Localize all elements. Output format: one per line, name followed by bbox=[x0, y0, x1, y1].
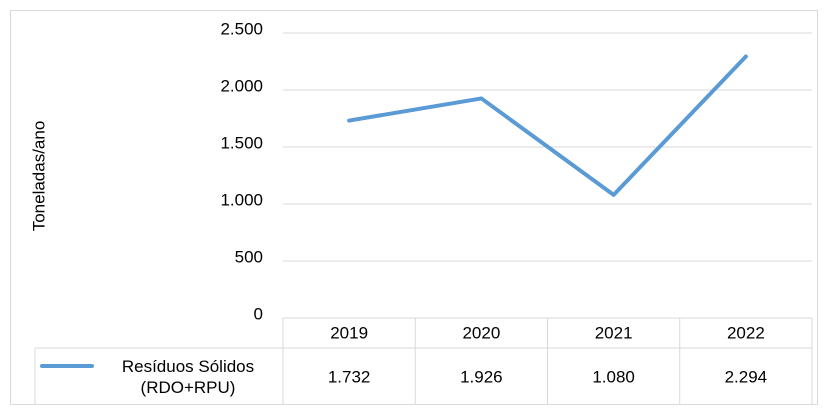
y-tick-label: 0 bbox=[254, 304, 263, 323]
table-value: 2.294 bbox=[725, 367, 768, 386]
table-value: 1.732 bbox=[328, 367, 371, 386]
y-tick-label: 2.000 bbox=[220, 76, 263, 95]
x-tick-label: 2021 bbox=[595, 323, 633, 342]
y-tick-label: 500 bbox=[235, 247, 263, 266]
table-value: 1.080 bbox=[592, 367, 635, 386]
y-axis-label: Toneladas/ano bbox=[29, 121, 48, 232]
table-value: 1.926 bbox=[460, 367, 503, 386]
y-tick-label: 1.500 bbox=[220, 133, 263, 152]
x-tick-label: 2022 bbox=[727, 323, 765, 342]
x-tick-label: 2020 bbox=[462, 323, 500, 342]
legend-label: Resíduos Sólidos (RDO+RPU) bbox=[121, 357, 255, 397]
chart-border bbox=[10, 10, 818, 405]
x-tick-label: 2019 bbox=[330, 323, 368, 342]
y-tick-label: 2.500 bbox=[220, 19, 263, 38]
data-line bbox=[347, 54, 748, 197]
y-tick-label: 1.000 bbox=[220, 190, 263, 209]
